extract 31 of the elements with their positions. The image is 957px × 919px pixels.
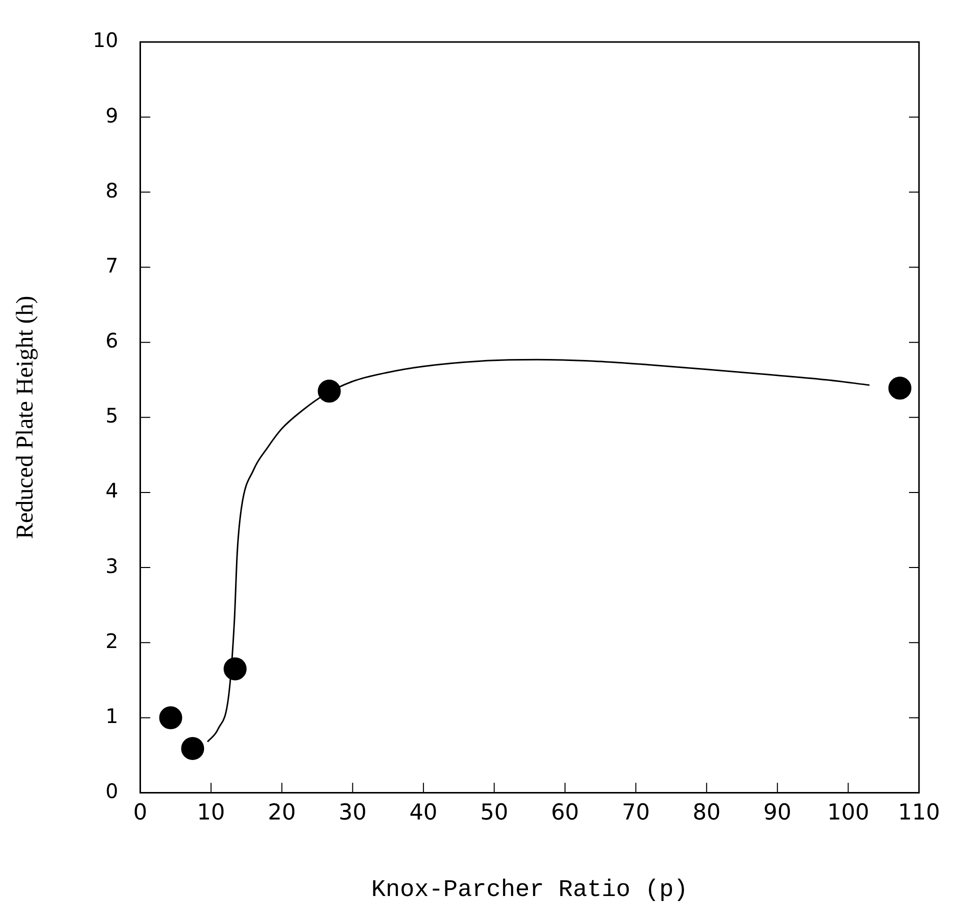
y-tick-label: 4 xyxy=(106,478,118,503)
x-tick-label: 60 xyxy=(551,800,580,826)
y-tick-label: 2 xyxy=(106,628,118,653)
point xyxy=(224,657,247,680)
y-tick-label: 7 xyxy=(106,253,118,278)
y-tick-label: 5 xyxy=(106,404,118,428)
x-tick-label: 40 xyxy=(409,800,438,826)
y-tick-label: 8 xyxy=(106,178,118,202)
x-tick-label: 110 xyxy=(898,800,940,826)
x-tick-label: 30 xyxy=(338,800,367,826)
x-tick-label: 90 xyxy=(763,800,792,826)
x-tick-label: 20 xyxy=(268,800,296,826)
x-tick-label: 80 xyxy=(692,800,721,826)
point xyxy=(181,737,204,760)
point xyxy=(159,706,182,730)
y-tick-label: 0 xyxy=(106,779,118,804)
point xyxy=(888,376,912,400)
point xyxy=(318,380,341,403)
line-series xyxy=(206,358,870,742)
x-tick-label: 10 xyxy=(197,800,226,826)
x-tick-label: 50 xyxy=(480,800,508,826)
y-tick-label: 10 xyxy=(92,28,118,52)
x-tick-label: 0 xyxy=(133,800,148,826)
y-tick-label: 3 xyxy=(106,554,118,578)
x-tick-label: 70 xyxy=(622,800,650,826)
x-tick-label: 100 xyxy=(827,800,870,826)
y-tick-label: 6 xyxy=(106,328,118,353)
y-tick-label: 1 xyxy=(106,704,118,728)
x-axis-title: Knox-Parcher Ratio (p) xyxy=(371,876,688,904)
y-axis-title: Reduced Plate Height (h) xyxy=(12,296,39,540)
y-tick-label: 9 xyxy=(106,103,118,128)
